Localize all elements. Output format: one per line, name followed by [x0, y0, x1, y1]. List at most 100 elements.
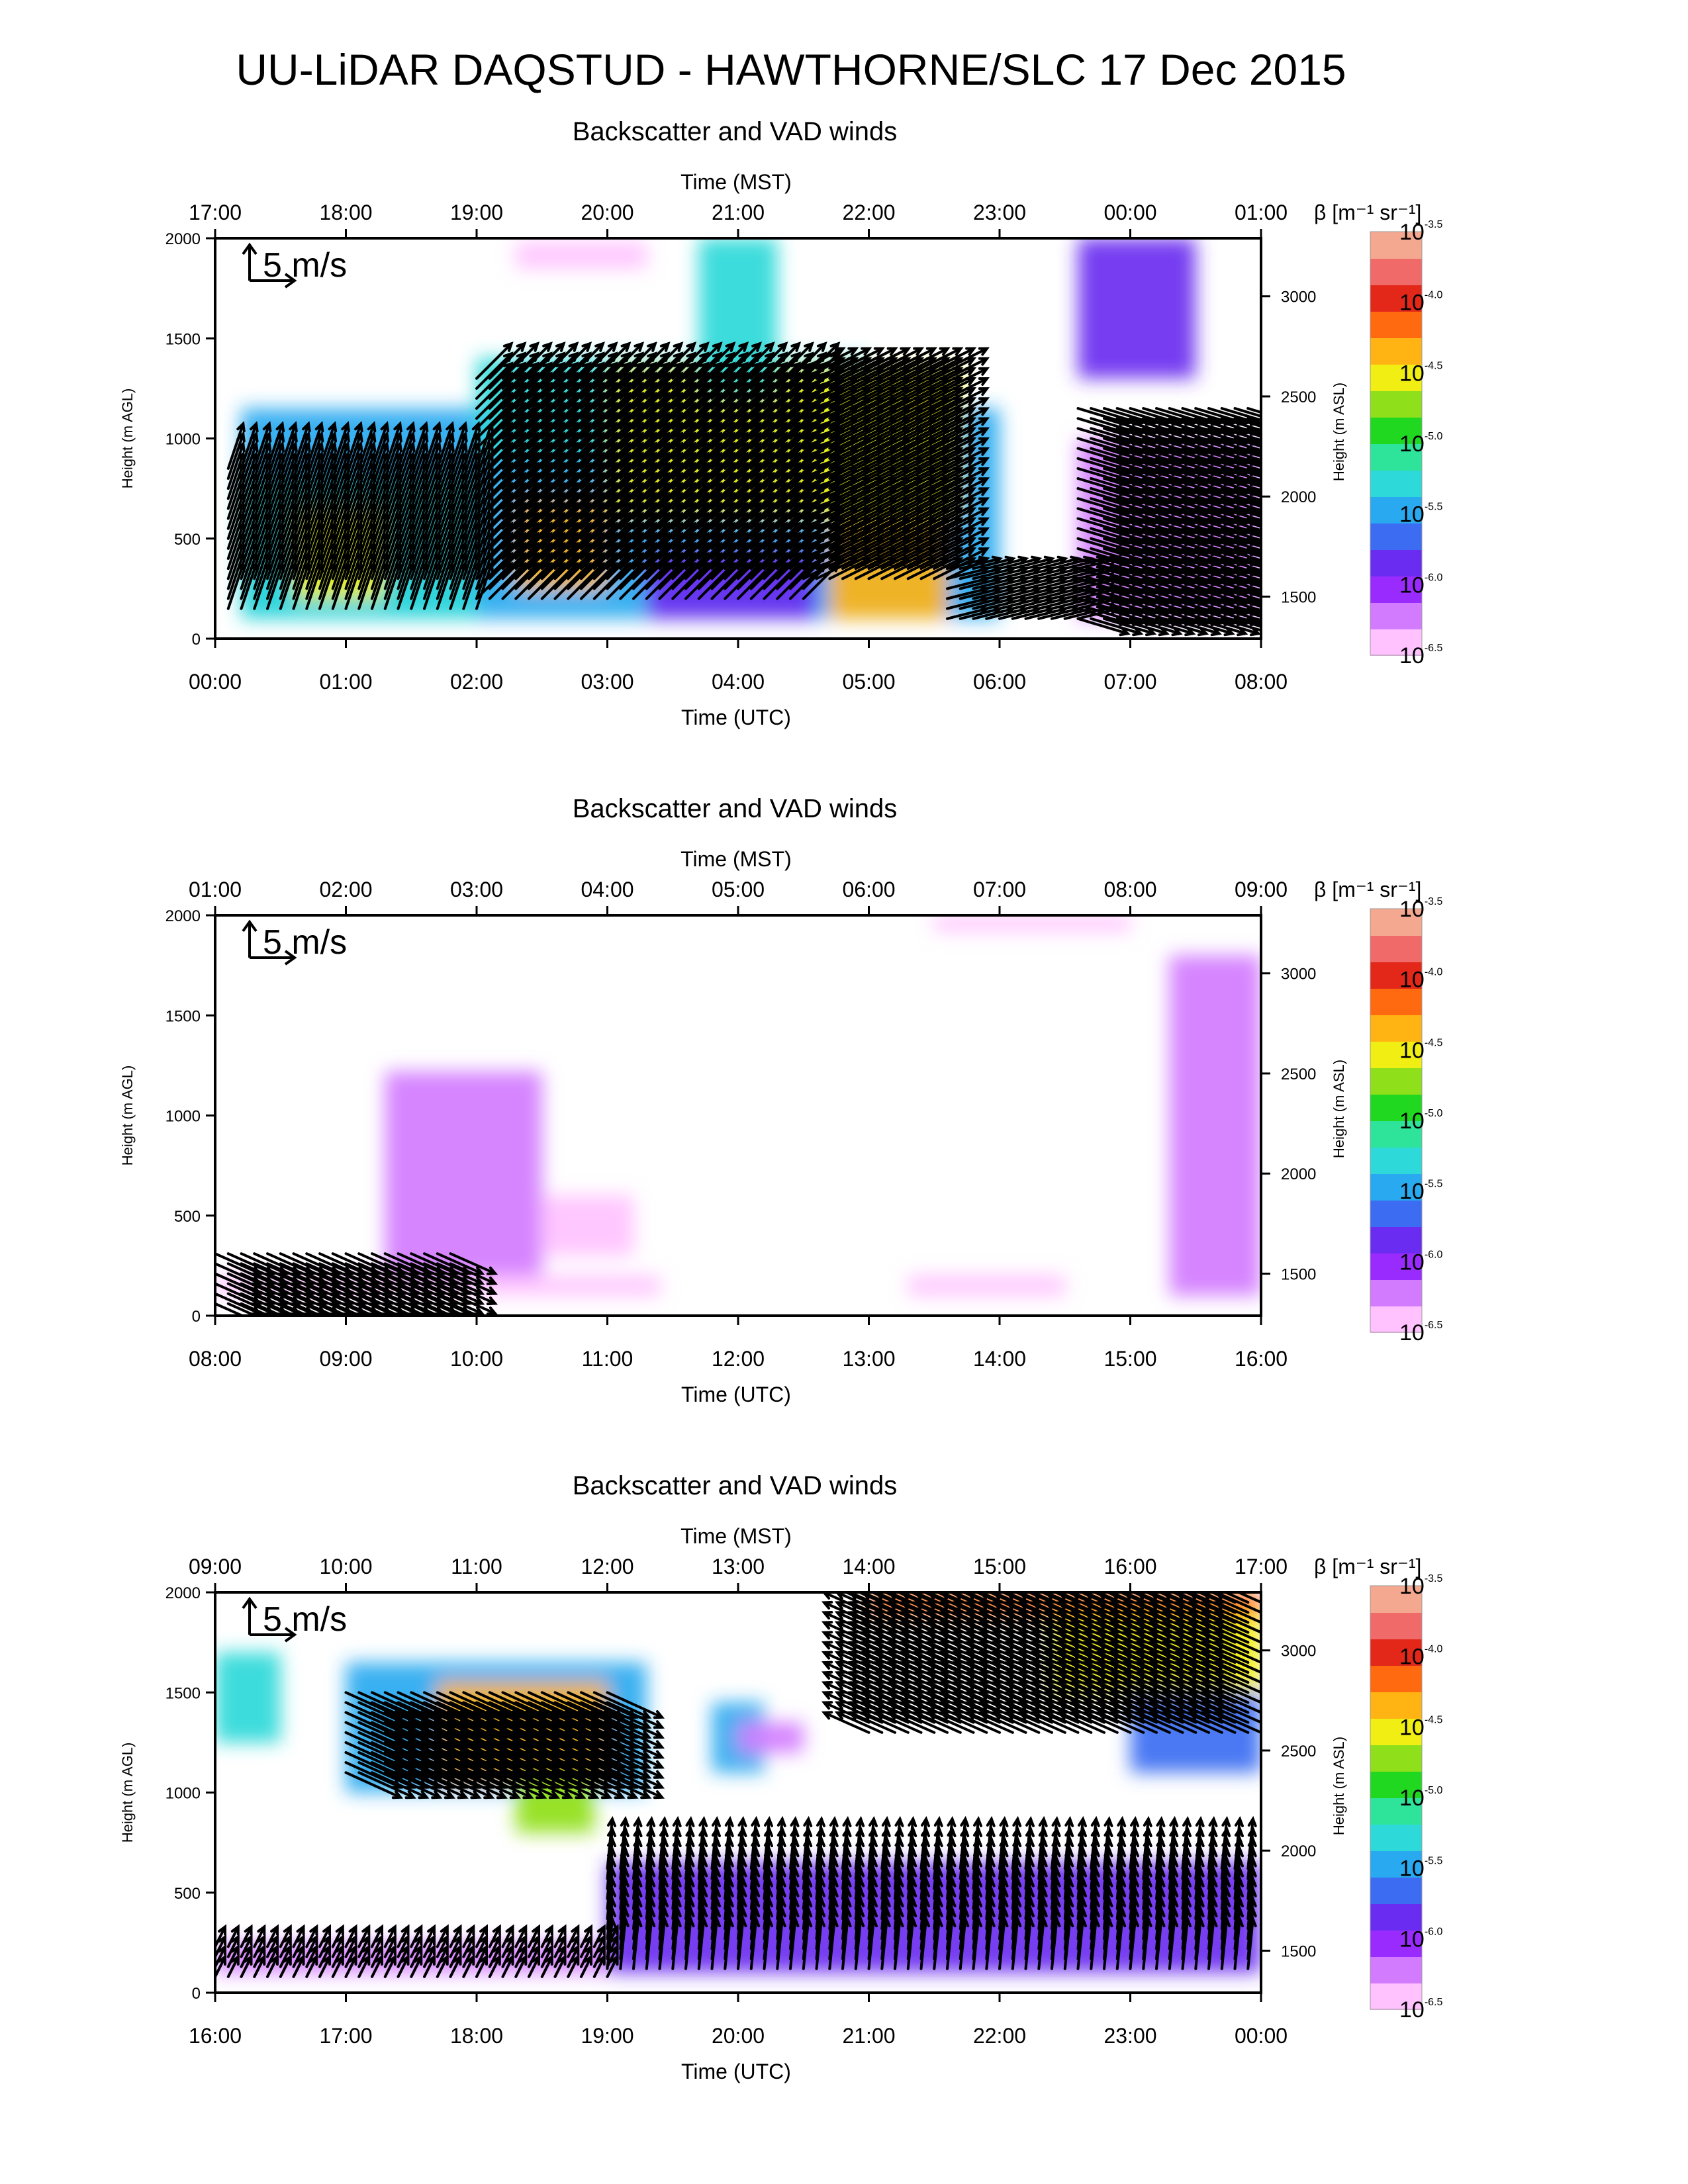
- wind-vector: [763, 341, 802, 380]
- colorbar-tick-base: 10: [1399, 1109, 1425, 1134]
- wind-vector: [305, 421, 324, 470]
- wind-vector: [462, 421, 481, 470]
- wind-vector: [383, 1302, 416, 1316]
- colorbar-tick-base: 10: [1399, 572, 1425, 598]
- wind-vector: [1004, 1661, 1053, 1684]
- wind-vector: [965, 1711, 1014, 1734]
- wind-vector: [1030, 1641, 1080, 1664]
- wind-vector: [847, 1670, 896, 1694]
- wind-vector: [1148, 1600, 1197, 1624]
- panel-title: Backscatter and VAD winds: [573, 1471, 898, 1500]
- wind-vector: [886, 1600, 936, 1624]
- wind-vector: [789, 1815, 800, 1870]
- wind-vector: [592, 1691, 652, 1719]
- wind-vector: [834, 1600, 884, 1624]
- wind-vector: [886, 1651, 936, 1674]
- wind-vector: [1043, 1621, 1093, 1644]
- wind-vector: [1207, 1815, 1218, 1870]
- wind-vector: [900, 1621, 949, 1644]
- wind-vector: [1096, 1680, 1145, 1704]
- wind-vector: [567, 1771, 626, 1799]
- wind-vector: [1148, 1670, 1197, 1694]
- left-tick-label: 0: [192, 631, 201, 649]
- colorbar-segment: [1370, 988, 1422, 1015]
- wind-vector: [1161, 1701, 1210, 1724]
- left-tick-label: 1000: [165, 1108, 201, 1126]
- top-tick-label: 04:00: [581, 878, 633, 901]
- wind-vector: [292, 1924, 305, 1948]
- wind-vector: [925, 1600, 975, 1624]
- wind-vector: [978, 1680, 1027, 1704]
- wind-vector: [847, 1691, 896, 1714]
- wind-vector: [965, 1621, 1014, 1644]
- wind-vector: [1220, 557, 1261, 572]
- colorbar-tick-label: 10-4.0: [1399, 967, 1443, 993]
- wind-vector: [737, 341, 775, 380]
- top-tick-label: 18:00: [319, 201, 372, 224]
- right-tick-label: 2000: [1281, 1843, 1316, 1860]
- wind-vector: [423, 421, 442, 470]
- wind-vector: [449, 1771, 508, 1799]
- wind-vector: [1056, 1611, 1105, 1634]
- wind-vector: [834, 1621, 884, 1644]
- wind-vector: [253, 1944, 266, 1968]
- wind-vector: [1220, 457, 1261, 472]
- wind-vector: [331, 1954, 344, 1978]
- wind-vector: [939, 1631, 988, 1654]
- wind-vector: [1017, 1611, 1066, 1634]
- wind-vector: [1109, 1621, 1158, 1644]
- colorbar-segment: [1370, 1612, 1422, 1639]
- wind-vector: [1056, 1711, 1105, 1734]
- colorbar-segment: [1370, 1041, 1422, 1068]
- wind-vector: [834, 1651, 884, 1674]
- wind-vector: [873, 1621, 923, 1644]
- wind-vector: [331, 1944, 344, 1968]
- wind-vector: [528, 1934, 540, 1958]
- backscatter-patch: [516, 242, 647, 269]
- wind-vector: [861, 1611, 910, 1634]
- wind-vector: [1017, 1621, 1066, 1644]
- wind-vector: [1246, 577, 1261, 584]
- wind-vector: [965, 1631, 1014, 1654]
- wind-vector: [1161, 1611, 1210, 1634]
- wind-vector: [410, 1924, 423, 1948]
- wind-vector: [410, 421, 429, 470]
- wind-vector: [1155, 1815, 1166, 1870]
- wind-vector: [1246, 557, 1261, 565]
- wind-vector: [952, 1651, 1001, 1674]
- wind-vector: [1213, 1670, 1261, 1694]
- wind-vector: [978, 1670, 1027, 1694]
- wind-vector: [1161, 1621, 1210, 1644]
- wind-vector: [978, 1631, 1027, 1654]
- wind-vector: [567, 1934, 580, 1958]
- colorbar-tick-label: 10-5.0: [1399, 1108, 1443, 1134]
- wind-vector: [436, 1771, 495, 1799]
- wind-vector: [946, 397, 990, 420]
- wind-vector: [861, 1651, 910, 1674]
- colorbar-segment: [1370, 1771, 1422, 1798]
- colorbar-segment: [1370, 1718, 1422, 1745]
- wind-vector: [847, 1651, 896, 1674]
- wind-vector: [821, 1600, 870, 1624]
- wind-vector: [1076, 1815, 1087, 1870]
- wind-vector: [939, 1651, 988, 1674]
- colorbar: β [m⁻¹ sr⁻¹]10-3.510-4.010-4.510-5.010-5…: [1314, 1555, 1443, 2023]
- wind-vector: [1135, 1621, 1184, 1644]
- wind-vector: [913, 1621, 962, 1644]
- panel-1: Backscatter and VAD winds Time (MST) Time …: [119, 117, 1443, 729]
- wind-vector: [900, 1651, 949, 1674]
- wind-vector: [1082, 1661, 1132, 1684]
- wind-vector: [1129, 617, 1183, 637]
- wind-vector: [880, 1815, 891, 1870]
- wind-vector: [514, 1944, 528, 1968]
- wind-vector: [946, 347, 990, 370]
- wind-vector: [900, 1670, 949, 1694]
- wind-vector: [1043, 1651, 1093, 1674]
- colorbar-segment: [1370, 1147, 1422, 1174]
- wind-vector: [397, 1924, 410, 1948]
- wind-vector: [1004, 1670, 1053, 1694]
- wind-vector: [619, 1815, 630, 1870]
- wind-vector: [952, 1661, 1001, 1684]
- colorbar-tick-exp: -5.0: [1425, 1108, 1443, 1119]
